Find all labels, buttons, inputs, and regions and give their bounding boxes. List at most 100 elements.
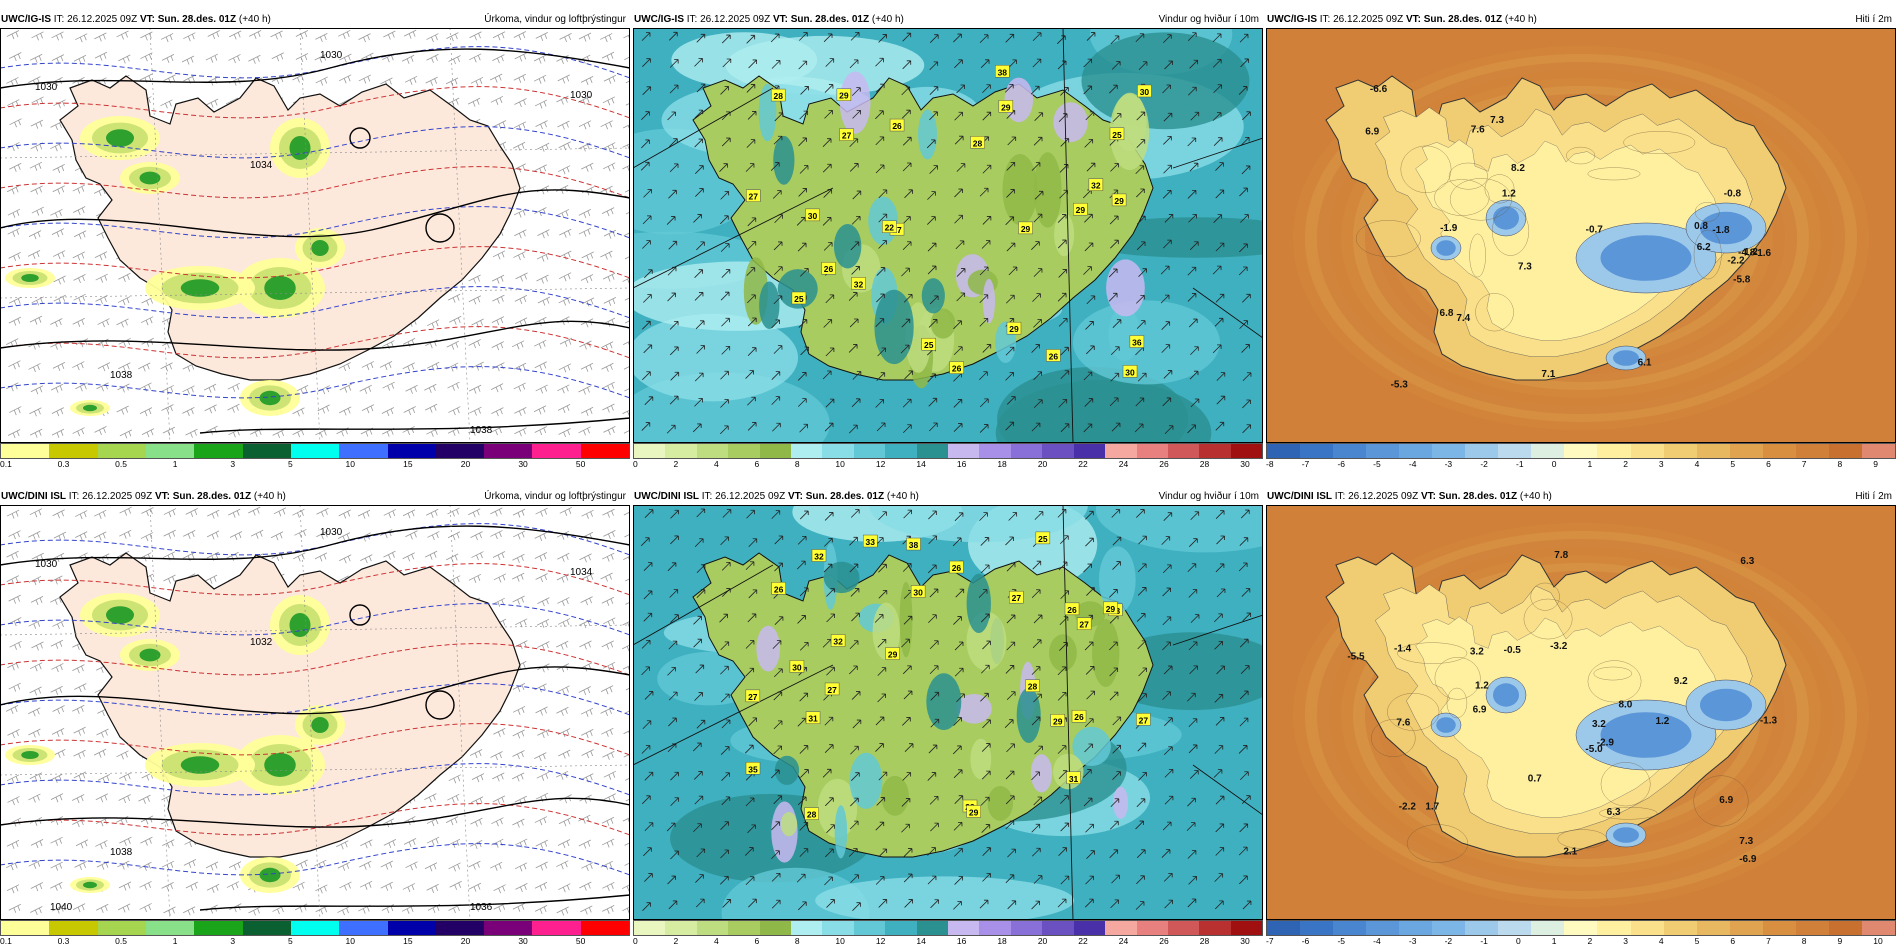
- colorbar-tick-label: 4: [1658, 936, 1664, 946]
- gust-value-label: 26: [952, 563, 962, 573]
- colorbar-tick-label: 7: [1801, 459, 1807, 469]
- colorbar-swatch: [1073, 444, 1106, 458]
- colorbar-swatch: [1762, 444, 1796, 458]
- colorbar-tick-label: 1: [1551, 936, 1557, 946]
- colorbar-tick-label: 3: [1658, 459, 1664, 469]
- colorbar-swatch: [242, 444, 291, 458]
- gust-value-label: 32: [1091, 181, 1101, 191]
- valid-time: Sun. 28.des. 01Z: [1423, 14, 1503, 25]
- gust-value-label: 25: [924, 340, 934, 350]
- colorbar-tick-label: 8: [1801, 936, 1807, 946]
- weather-map: 26 27 29 25 26 22 30 27 28 30 29 26 30 29 38 29 32 25 26 29…: [633, 28, 1263, 443]
- gust-value-label: 28: [973, 138, 983, 148]
- colorbar-tick-label: -7: [1301, 459, 1310, 469]
- lead-time: (+40 h): [253, 491, 286, 502]
- isobar-label: 1038: [470, 425, 493, 436]
- temperature-value-label: 0.8: [1694, 221, 1708, 232]
- colorbar-swatch: [665, 921, 697, 935]
- colorbar-swatch: [885, 444, 917, 458]
- colorbar-tick-label: -4: [1408, 459, 1417, 469]
- colorbar-tick-label: 8: [1837, 459, 1843, 469]
- gust-value-label: 38: [909, 540, 919, 550]
- temperature-value-label: 7.6: [1396, 717, 1410, 728]
- temperature-value-label: -5.5: [1347, 652, 1365, 663]
- panel-dini-temp: UWC/DINI ISL IT: 26.12.2025 09Z VT: Sun.…: [1266, 489, 1896, 950]
- weather-map: 6.3 1.2 7.6 1.7 8.0 6.3 6.9 1.2 -1.3 -1.4 7.3 7.8 0.…: [1266, 505, 1896, 920]
- isobar-label: 1030: [320, 50, 343, 61]
- colorbar-swatch: [1432, 921, 1466, 935]
- colorbar-tick-label: 50: [575, 936, 586, 946]
- gust-value-label: 32: [854, 279, 864, 289]
- colorbar-tick-label: 15: [403, 459, 413, 469]
- colorbar-swatch: [1042, 921, 1074, 935]
- colorbar-tick-label: 15: [403, 936, 413, 946]
- gust-value-label: 26: [952, 364, 962, 374]
- colorbar-swatch: [665, 444, 697, 458]
- isobar-label: 1030: [320, 527, 343, 538]
- temperature-value-label: 1.7: [1425, 802, 1439, 813]
- colorbar-swatch: [290, 444, 340, 458]
- gust-value-label: 33: [866, 537, 876, 547]
- temperature-value-label: 6.1: [1638, 358, 1652, 369]
- colorbar-swatch: [1, 921, 50, 935]
- gust-value-label: 31: [1069, 774, 1079, 784]
- colorbar-tick-label: 5: [1694, 936, 1700, 946]
- colorbar-swatch: [1042, 444, 1074, 458]
- colorbar-swatch: [339, 921, 388, 935]
- colorbar-tick-label: -1: [1480, 936, 1488, 946]
- temperature-value-label: 3.2: [1470, 647, 1484, 658]
- colorbar-swatch: [1531, 444, 1565, 458]
- panel-dini-precip: UWC/DINI ISL IT: 26.12.2025 09Z VT: Sun.…: [0, 489, 630, 950]
- temperature-value-label: -0.8: [1724, 189, 1742, 200]
- gust-value-label: 29: [888, 650, 898, 660]
- colorbar-tick-label: 5: [1730, 459, 1736, 469]
- colorbar-swatch: [242, 921, 291, 935]
- gust-value-label: 27: [1012, 593, 1022, 603]
- colorbar-tick-label: 10: [345, 459, 356, 469]
- field-title: Úrkoma, vindur og loftþrýstingur: [484, 491, 626, 502]
- gust-value-label: 29: [1001, 102, 1011, 112]
- colorbar-swatch: [916, 921, 949, 935]
- colorbar-tick-label: 22: [1078, 936, 1088, 946]
- gust-value-label: 22: [885, 223, 895, 233]
- temperature-value-label: -1.6: [1754, 248, 1772, 259]
- colorbar-tick-label: -2: [1444, 936, 1453, 946]
- colorbar-swatch: [1630, 921, 1664, 935]
- colorbar: [1266, 920, 1896, 936]
- colorbar-tick-label: 9: [1873, 459, 1878, 469]
- temperature-value-label: -2.9: [1597, 737, 1615, 748]
- colorbar-swatch: [916, 444, 949, 458]
- gust-value-label: 28: [807, 810, 817, 820]
- temperature-value-label: 7.6: [1471, 124, 1485, 135]
- field-title: Hiti í 2m: [1855, 14, 1892, 25]
- panel-dini-wind: UWC/DINI ISL IT: 26.12.2025 09Z VT: Sun.…: [633, 489, 1263, 950]
- run-info: UWC/IG-IS IT: 26.12.2025 09Z VT: Sun. 28…: [1, 12, 271, 28]
- gust-value-label: 32: [833, 637, 843, 647]
- temperature-value-label: 3.2: [1592, 719, 1606, 730]
- temperature-value-label: 1.2: [1744, 247, 1758, 258]
- colorbar-tick-label: 20: [1037, 936, 1048, 946]
- temperature-value-label: 8.2: [1511, 163, 1525, 174]
- init-time: IT: 26.12.2025 09Z: [1319, 14, 1406, 25]
- run-info: UWC/IG-IS IT: 26.12.2025 09Z VT: Sun. 28…: [634, 12, 904, 28]
- colorbar-tick-label: 3: [230, 459, 236, 469]
- colorbar-tick-label: 30: [1240, 936, 1250, 946]
- field-title: Hiti í 2m: [1855, 491, 1892, 502]
- colorbar-swatch: [1333, 444, 1367, 458]
- colorbar-tick-label: -3: [1444, 459, 1453, 469]
- field-title: Vindur og hviður í 10m: [1158, 14, 1259, 25]
- model-name: UWC/IG-IS: [1267, 14, 1317, 25]
- colorbar-tick-label: 0.5: [115, 936, 127, 946]
- colorbar-tick-label: 30: [518, 459, 528, 469]
- isobar-label: 1038: [110, 370, 133, 381]
- lead-time: (+40 h): [238, 14, 271, 25]
- colorbar-swatch: [1564, 921, 1598, 935]
- valid-time-label: VT:: [772, 14, 788, 25]
- colorbar-swatch: [1105, 921, 1137, 935]
- isobar-label: 1030: [570, 90, 593, 101]
- colorbar-swatch: [1167, 444, 1200, 458]
- colorbar-tick-label: 16: [956, 459, 967, 469]
- colorbar-swatch: [339, 444, 388, 458]
- colorbar-ticks: -7 -6 -5 -4 -3 -2 -1 0 1 2 3 4 5 6 7 8 9 10: [1266, 936, 1896, 948]
- panel-header: UWC/IG-IS IT: 26.12.2025 09Z VT: Sun. 28…: [1266, 12, 1896, 28]
